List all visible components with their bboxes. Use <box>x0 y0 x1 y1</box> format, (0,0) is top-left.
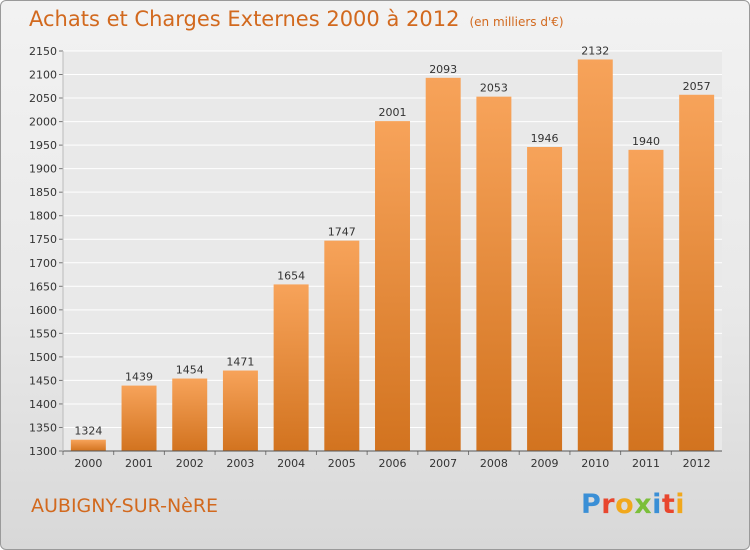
x-tick-label-2008: 2008 <box>480 457 508 470</box>
data-label-2011: 1940 <box>632 135 660 148</box>
x-tick-label-2006: 2006 <box>379 457 407 470</box>
x-tick-label-2009: 2009 <box>531 457 559 470</box>
x-tick-label-2001: 2001 <box>125 457 153 470</box>
logo-letter: x <box>634 489 653 520</box>
data-label-2012: 2057 <box>683 80 711 93</box>
data-label-2001: 1439 <box>125 371 153 384</box>
bar-2008 <box>476 96 512 451</box>
y-tick-label: 1500 <box>29 351 57 364</box>
x-tick-label-2004: 2004 <box>277 457 305 470</box>
y-tick-label: 1650 <box>29 280 57 293</box>
y-axis-ticks: 1300 1350 1400 1450 1500 1550 1600 1650 1700 1750… <box>29 45 63 458</box>
y-tick-label: 2100 <box>29 69 57 82</box>
bar-2007 <box>425 77 461 451</box>
y-tick-label: 1700 <box>29 257 57 270</box>
chart-subtitle: (en milliers d'€) <box>469 15 564 29</box>
y-tick-label: 1600 <box>29 304 57 317</box>
data-label-2007: 2093 <box>429 63 457 76</box>
bars <box>70 59 715 452</box>
bar-2004 <box>273 284 309 451</box>
data-label-2003: 1471 <box>226 356 254 369</box>
x-tick-label-2011: 2011 <box>632 457 660 470</box>
logo-letter: t <box>661 489 676 520</box>
logo-letter: r <box>601 489 616 520</box>
y-tick-label: 1350 <box>29 421 57 434</box>
y-tick-label: 1800 <box>29 210 57 223</box>
x-tick-label-2010: 2010 <box>581 457 609 470</box>
chart-title: Achats et Charges Externes 2000 à 2012 (e… <box>29 7 564 31</box>
y-tick-label: 1850 <box>29 186 57 199</box>
y-tick-label: 2000 <box>29 116 57 129</box>
bar-2011 <box>628 149 664 451</box>
data-label-2009: 1946 <box>531 132 559 145</box>
bar-2002 <box>172 378 208 451</box>
data-label-2005: 1747 <box>328 226 356 239</box>
y-tick-label: 2150 <box>29 45 57 58</box>
x-tick-label-2012: 2012 <box>683 457 711 470</box>
bar-2012 <box>679 94 715 451</box>
x-tick-label-2003: 2003 <box>226 457 254 470</box>
logo-letter: P <box>581 489 602 520</box>
x-tick-label-2005: 2005 <box>328 457 356 470</box>
data-label-2002: 1454 <box>176 364 204 377</box>
y-tick-label: 2050 <box>29 92 57 105</box>
town-name: AUBIGNY-SUR-NèRE <box>31 495 219 517</box>
data-label-2010: 2132 <box>581 44 609 57</box>
bar-2006 <box>375 121 410 451</box>
logo-letter: i <box>675 489 686 520</box>
y-tick-label: 1750 <box>29 233 57 246</box>
x-tick-label-2000: 2000 <box>74 457 102 470</box>
bar-2003 <box>222 370 258 451</box>
data-label-2004: 1654 <box>277 269 305 282</box>
x-axis-ticks: 2000 2001 2002 2003 2004 2005 2006 2007 2008 2009… <box>62 451 711 470</box>
bar-2010 <box>577 59 613 452</box>
x-tick-label-2002: 2002 <box>176 457 204 470</box>
data-label-2008: 2053 <box>480 82 508 95</box>
bar-2009 <box>527 147 563 451</box>
bar-2001 <box>121 385 157 451</box>
y-tick-label: 1950 <box>29 139 57 152</box>
proxiti-logo: Proxiti <box>581 489 685 520</box>
y-tick-label: 1900 <box>29 163 57 176</box>
y-tick-label: 1450 <box>29 374 57 387</box>
logo-letter: o <box>615 489 635 520</box>
y-tick-label: 1400 <box>29 398 57 411</box>
bar-2000 <box>70 439 106 451</box>
y-tick-label: 1300 <box>29 445 57 458</box>
data-label-2006: 2001 <box>379 106 407 119</box>
data-labels: 1324 1439 1454 1471 1654 1747 2001 2093 2053 1946… <box>74 44 710 437</box>
data-label-2000: 1324 <box>74 425 102 438</box>
bar-2005 <box>324 240 360 451</box>
logo-letter: i <box>652 489 662 520</box>
chart-title-text: Achats et Charges Externes 2000 à 2012 <box>29 7 460 31</box>
x-tick-label-2007: 2007 <box>429 457 457 470</box>
y-tick-label: 1550 <box>29 327 57 340</box>
